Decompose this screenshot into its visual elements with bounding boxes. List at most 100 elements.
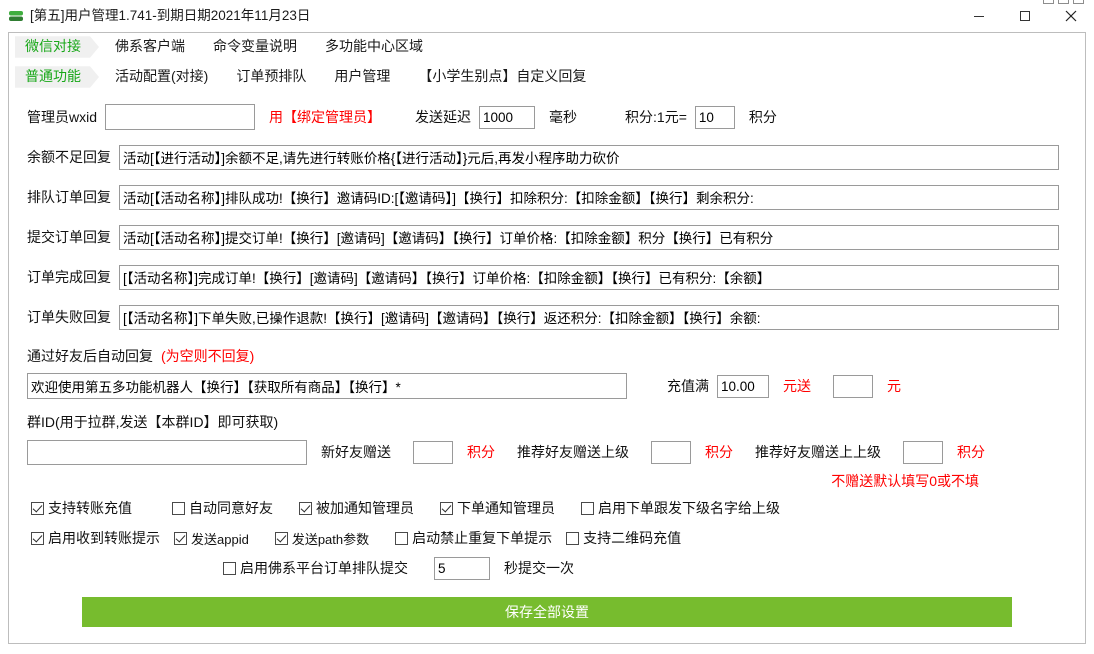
save-all-settings-button[interactable]: 保存全部设置 — [82, 597, 1012, 627]
checkbox-auto-accept-friend[interactable]: 自动同意好友 — [172, 498, 273, 518]
reply-row-complete-order: 订单完成回复 — [9, 257, 1085, 297]
queue-interval-suffix: 秒提交一次 — [504, 560, 574, 576]
auto-reply-label: 通过好友后自动回复 — [27, 348, 153, 364]
send-delay-unit: 毫秒 — [549, 109, 578, 125]
admin-row: 管理员wxid 用【绑定管理员】 发送延迟 毫秒 积分:1元= 积分 — [9, 97, 1085, 137]
client-area: 微信对接 佛系客户端 命令变量说明 多功能中心区域 普通功能 活动配置(对接) … — [8, 32, 1086, 644]
referrer-bonus-input[interactable] — [651, 440, 691, 464]
checkbox-label: 下单通知管理员 — [457, 500, 555, 516]
checkbox-forward-subordinate-name[interactable]: 启用下单跟发下级名字给上级 — [581, 498, 780, 518]
complete-order-input[interactable] — [119, 264, 1059, 290]
checkbox-box-icon — [174, 531, 187, 545]
checkbox-support-qrcode-recharge[interactable]: 支持二维码充值 — [566, 528, 681, 548]
queue-interval-input[interactable] — [434, 556, 490, 580]
tab-normal-functions[interactable]: 普通功能 — [15, 66, 99, 87]
settings-form: 管理员wxid 用【绑定管理员】 发送延迟 毫秒 积分:1元= 积分 余额不足回… — [9, 91, 1085, 627]
recharge-threshold-label: 充值满 — [667, 378, 709, 394]
tab-order-prequeue[interactable]: 订单预排队 — [236, 68, 307, 85]
group-id-header: 群ID(用于拉群,发送【本群ID】即可获取) — [9, 409, 1085, 435]
bonus-default-note: 不赠送默认填写0或不填 — [831, 473, 979, 489]
checkbox-label: 启用佛系平台订单排队提交 — [240, 560, 408, 576]
new-friend-bonus-label: 新好友赠送 — [321, 444, 391, 460]
checkbox-box-icon — [299, 501, 312, 515]
checkbox-label: 支持二维码充值 — [583, 530, 682, 546]
checkbox-label: 发送path参数 — [291, 531, 370, 547]
save-button-wrap: 保存全部设置 — [9, 593, 1085, 627]
checkbox-label: 自动同意好友 — [189, 500, 273, 516]
reply-row-queue-order: 排队订单回复 — [9, 177, 1085, 217]
checkbox-box-icon — [440, 501, 453, 515]
queue-order-label: 排队订单回复 — [27, 189, 111, 205]
new-friend-bonus-unit: 积分 — [467, 444, 495, 460]
queue-order-input[interactable] — [119, 184, 1059, 210]
window-controls — [956, 0, 1094, 32]
app-icon — [8, 8, 24, 24]
submit-order-label: 提交订单回复 — [27, 229, 111, 245]
minimize-button[interactable] — [956, 0, 1002, 32]
tab-user-management[interactable]: 用户管理 — [334, 68, 391, 85]
checkbox-label: 启动禁止重复下单提示 — [412, 530, 553, 546]
checkbox-label: 被加通知管理员 — [316, 500, 414, 516]
checkbox-label: 启用下单跟发下级名字给上级 — [598, 500, 780, 516]
checkbox-box-icon — [566, 531, 580, 545]
checkbox-box-icon — [395, 531, 409, 545]
recharge-bonus-unit: 元 — [887, 378, 901, 394]
checkbox-box-icon — [274, 531, 288, 545]
checkbox-box-icon — [31, 501, 44, 515]
checkbox-send-appid[interactable]: 发送appid — [174, 529, 249, 548]
checkbox-label: 启用收到转账提示 — [48, 530, 160, 546]
referrer2-bonus-label: 推荐好友赠送上上级 — [755, 444, 881, 460]
auto-reply-note: (为空则不回复) — [161, 348, 255, 364]
auto-reply-input[interactable] — [27, 373, 627, 399]
close-button[interactable] — [1048, 0, 1094, 32]
reply-row-failed-order: 订单失败回复 — [9, 297, 1085, 337]
tab-multifunction-center[interactable]: 多功能中心区域 — [325, 38, 423, 55]
window-title: [第五]用户管理1.741-到期日期2021年11月23日 — [30, 8, 311, 24]
title-bar: [第五]用户管理1.741-到期日期2021年11月23日 — [0, 0, 1094, 32]
failed-order-label: 订单失败回复 — [27, 309, 111, 325]
checkbox-box-icon — [172, 501, 185, 515]
admin-wxid-input[interactable] — [105, 104, 256, 130]
group-id-label: 群ID(用于拉群,发送【本群ID】即可获取) — [27, 414, 279, 430]
insufficient-balance-input[interactable] — [119, 144, 1059, 170]
checkbox-enable-platform-queue-submit[interactable]: 启用佛系平台订单排队提交 — [223, 558, 408, 578]
tab-foxi-client[interactable]: 佛系客户端 — [115, 38, 185, 55]
primary-tabstrip: 微信对接 佛系客户端 命令变量说明 多功能中心区域 — [9, 33, 1085, 61]
checkbox-transfer-recharge[interactable]: 支持转账充值 — [31, 498, 132, 518]
checkbox-box-icon — [31, 531, 44, 545]
complete-order-label: 订单完成回复 — [27, 269, 111, 285]
group-id-input[interactable] — [27, 439, 307, 465]
tab-custom-reply[interactable]: 【小学生别点】自定义回复 — [418, 68, 587, 85]
recharge-threshold-input[interactable] — [717, 374, 769, 398]
checkbox-row-2: 启用收到转账提示 发送appid 发送path参数 启动禁止重复下单提示 — [9, 523, 1085, 553]
points-rate-input[interactable] — [694, 105, 735, 129]
auto-reply-header: 通过好友后自动回复 (为空则不回复) — [9, 343, 1085, 369]
referrer-bonus-label: 推荐好友赠送上级 — [517, 444, 629, 460]
send-delay-label: 发送延迟 — [415, 109, 472, 125]
referrer2-bonus-unit: 积分 — [957, 444, 985, 460]
send-delay-input[interactable] — [479, 105, 536, 129]
referrer-bonus-unit: 积分 — [705, 444, 733, 460]
checkbox-label: 发送appid — [191, 531, 249, 547]
tab-command-vars[interactable]: 命令变量说明 — [213, 38, 297, 55]
recharge-bonus-input[interactable] — [833, 374, 873, 398]
checkbox-notify-admin-on-add[interactable]: 被加通知管理员 — [299, 498, 414, 518]
checkbox-send-path-param[interactable]: 发送path参数 — [274, 529, 370, 548]
queue-submit-row: 启用佛系平台订单排队提交 秒提交一次 — [9, 553, 1085, 583]
failed-order-input[interactable] — [119, 304, 1059, 330]
submit-order-input[interactable] — [119, 224, 1059, 250]
tab-activity-config[interactable]: 活动配置(对接) — [115, 68, 209, 85]
checkbox-notify-admin-on-order[interactable]: 下单通知管理员 — [440, 498, 555, 518]
secondary-tabstrip: 普通功能 活动配置(对接) 订单预排队 用户管理 【小学生别点】自定义回复 — [9, 63, 1085, 91]
checkbox-transfer-received-tip[interactable]: 启用收到转账提示 — [31, 528, 160, 548]
new-friend-bonus-input[interactable] — [413, 440, 453, 464]
referrer2-bonus-input[interactable] — [903, 440, 943, 464]
auto-reply-row: 充值满 元送 元 — [9, 369, 1085, 403]
checkbox-row-1: 支持转账充值 自动同意好友 被加通知管理员 下单通知管理员 — [9, 493, 1085, 523]
tab-wechat-docking[interactable]: 微信对接 — [15, 36, 99, 57]
group-id-row: 新好友赠送 积分 推荐好友赠送上级 积分 推荐好友赠送上上级 积分 — [9, 435, 1085, 469]
maximize-button[interactable] — [1002, 0, 1048, 32]
bind-admin-note: 用【绑定管理员】 — [269, 109, 382, 125]
checkbox-prevent-duplicate-order-tip[interactable]: 启动禁止重复下单提示 — [395, 528, 552, 548]
